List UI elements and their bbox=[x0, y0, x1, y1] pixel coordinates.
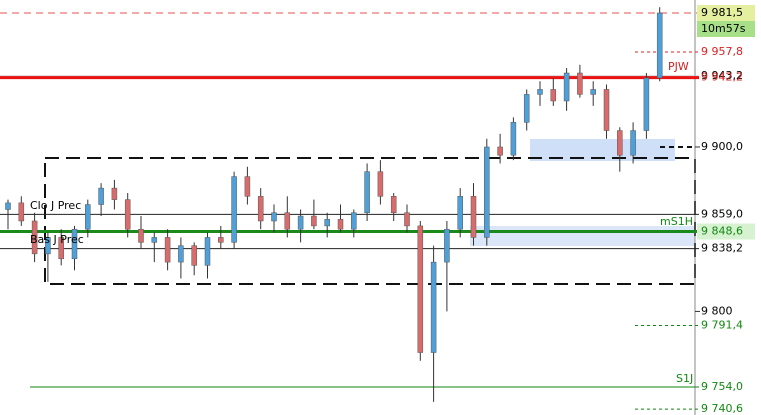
candle-body bbox=[537, 89, 543, 95]
candle-body bbox=[523, 94, 530, 123]
candle-body bbox=[351, 212, 357, 230]
timer-bg bbox=[697, 20, 755, 37]
annotation: Clo J Prec bbox=[30, 199, 81, 212]
level-label: 9 942,2 bbox=[701, 71, 743, 84]
level-label: 9 859,0 bbox=[701, 207, 743, 220]
candle-body bbox=[45, 237, 51, 255]
candle-body bbox=[430, 261, 437, 353]
candle-body bbox=[550, 89, 557, 102]
candle-body bbox=[497, 146, 503, 156]
candle-body bbox=[204, 237, 211, 266]
level-label: 9 848,6 bbox=[701, 225, 743, 238]
candle-body bbox=[257, 196, 264, 222]
candle-body bbox=[124, 199, 131, 230]
candle-body bbox=[364, 171, 370, 214]
candle-body bbox=[111, 187, 118, 200]
candle-body bbox=[563, 72, 570, 102]
candle-body bbox=[337, 219, 344, 230]
range-box bbox=[44, 157, 696, 285]
candle-body bbox=[85, 204, 91, 230]
candle-body bbox=[98, 187, 104, 205]
candle-body bbox=[470, 196, 477, 238]
candle-body bbox=[457, 196, 463, 230]
candle-body bbox=[324, 219, 330, 227]
level-label: 9 943,2 bbox=[701, 69, 743, 82]
candle-body bbox=[191, 245, 197, 266]
candle-body bbox=[271, 212, 277, 222]
candle-body bbox=[590, 89, 596, 95]
candle-body bbox=[297, 215, 304, 230]
y-tick-label: 9 800 bbox=[701, 304, 733, 317]
candle-body bbox=[231, 176, 237, 243]
candle-body bbox=[404, 212, 410, 227]
candle-body bbox=[71, 228, 78, 260]
annotation: PJW bbox=[668, 60, 689, 73]
candle-body bbox=[151, 237, 158, 243]
level-label: 9 957,8 bbox=[701, 45, 743, 58]
candle-body bbox=[164, 237, 171, 263]
candle-body bbox=[138, 228, 144, 243]
annotation: Bas J Prec bbox=[30, 233, 84, 246]
candle-body bbox=[484, 146, 490, 238]
candle-body bbox=[218, 237, 224, 243]
level-label: 9 791,4 bbox=[701, 319, 743, 332]
candle-body bbox=[58, 237, 64, 260]
candle-body bbox=[656, 12, 663, 79]
candle-body bbox=[617, 130, 623, 156]
candle-body bbox=[178, 245, 184, 263]
level-label: 9 740,6 bbox=[701, 402, 743, 415]
zone bbox=[530, 139, 675, 161]
timer: 10m57s bbox=[701, 22, 746, 35]
level-label: 9 754,0 bbox=[701, 380, 743, 393]
candle-body bbox=[630, 130, 636, 156]
y-tick-label: 9 900,0 bbox=[701, 140, 743, 153]
candle-body bbox=[5, 202, 11, 210]
candle-body bbox=[643, 77, 650, 131]
candle-body bbox=[31, 220, 38, 255]
zone bbox=[470, 226, 695, 246]
candle-body bbox=[311, 215, 317, 227]
candle-body bbox=[577, 72, 583, 95]
level-label: 9 981,5 bbox=[701, 6, 743, 19]
annotation: mS1H bbox=[660, 215, 693, 228]
candle-body bbox=[284, 212, 291, 230]
level-label-bg bbox=[697, 4, 755, 21]
candle-body bbox=[603, 89, 610, 131]
candle-body bbox=[417, 225, 424, 353]
candle-body bbox=[390, 196, 397, 214]
level-label-bg bbox=[697, 223, 755, 240]
candle-body bbox=[18, 202, 25, 222]
candle-body bbox=[444, 228, 450, 263]
annotation: S1J bbox=[676, 372, 693, 385]
candle-body bbox=[244, 176, 251, 197]
candle-body bbox=[510, 122, 517, 156]
candle-body bbox=[377, 171, 384, 197]
level-label: 9 838,2 bbox=[701, 242, 743, 255]
